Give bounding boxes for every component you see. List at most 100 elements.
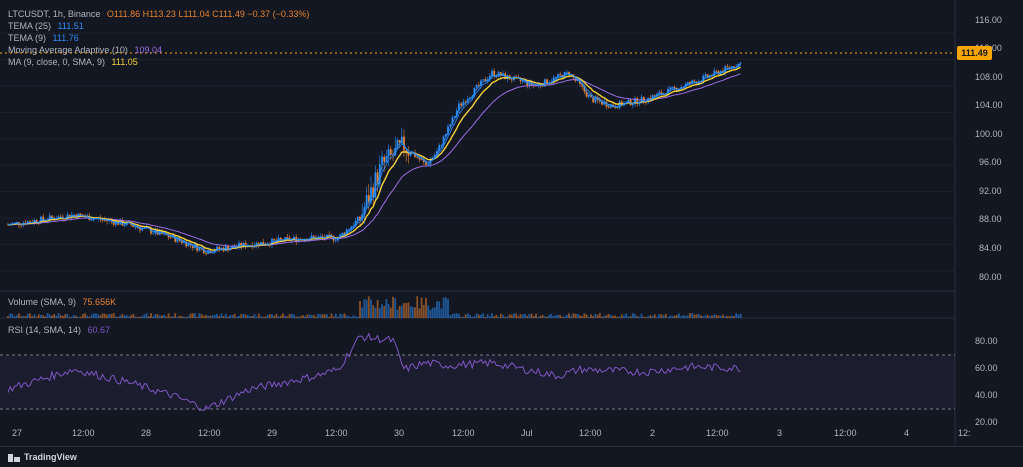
volume-bar [233, 313, 236, 318]
volume-bar [449, 315, 452, 318]
volume-bar [180, 316, 183, 318]
volume-bar [165, 316, 168, 318]
volume-bar [301, 315, 304, 318]
candle-body [528, 81, 531, 86]
time-tick: 30 [394, 428, 405, 438]
volume-bar [519, 314, 522, 318]
volume-bar [73, 315, 75, 318]
volume-bar [678, 313, 680, 318]
volume-bar [713, 314, 716, 318]
maa-line [7, 73, 741, 247]
volume-bar [642, 316, 645, 318]
volume-bar [691, 313, 694, 318]
candle-body [180, 240, 183, 244]
volume-bar [161, 315, 163, 318]
candle-body [585, 91, 588, 97]
candle-body [499, 72, 502, 76]
volume-bar [141, 316, 144, 318]
chart-canvas[interactable] [0, 0, 1023, 446]
volume-bar [46, 313, 49, 318]
candle-body [521, 81, 524, 82]
price-tick: 84.00 [979, 243, 1002, 253]
volume-bar [471, 316, 474, 318]
volume-bar [114, 316, 117, 318]
volume-bar [409, 306, 412, 318]
candle-body [609, 104, 612, 108]
volume-bar [9, 313, 12, 318]
candle-body [211, 252, 214, 254]
volume-bar [178, 315, 181, 318]
volume-bar [455, 313, 458, 318]
volume-bar [231, 315, 234, 318]
symbol-label[interactable]: LTCUSDT, 1h, Binance [8, 9, 101, 19]
volume-bar [548, 314, 551, 318]
volume-legend[interactable]: Volume (SMA, 9) 75.656K [8, 296, 120, 308]
candle-body [614, 106, 617, 108]
candle-body [603, 101, 606, 105]
volume-bar [405, 303, 408, 318]
price-tick: 92.00 [979, 186, 1002, 196]
tema25-label: TEMA (25) [8, 21, 52, 31]
candle-body [343, 232, 346, 235]
volume-bar [634, 314, 636, 318]
volume-bar [75, 315, 78, 318]
candle-body [563, 72, 566, 79]
volume-bar [103, 313, 106, 318]
candle-body [244, 242, 247, 248]
volume-bar [521, 314, 524, 318]
volume-bar [515, 313, 518, 318]
volume-bar [257, 313, 260, 318]
candle-body [592, 97, 595, 103]
volume-bar [108, 313, 111, 318]
candle-body [365, 195, 368, 208]
volume-bar [227, 316, 229, 318]
volume-bar [158, 315, 161, 318]
volume-bar [627, 316, 630, 318]
candle-body [418, 157, 421, 160]
candle-body [427, 164, 430, 166]
volume-bar [623, 315, 625, 318]
tema25-legend[interactable]: TEMA (25) 111.51 [8, 20, 88, 32]
tradingview-logo[interactable]: TradingView [8, 452, 77, 462]
volume-bar [304, 316, 306, 318]
time-tick: 3 [777, 428, 783, 438]
volume-bar [205, 314, 207, 318]
candle-body [183, 241, 185, 244]
tema9-line [7, 63, 741, 253]
volume-bar [189, 313, 192, 318]
volume-bar [255, 316, 258, 318]
volume-bar [29, 313, 31, 318]
volume-bar [561, 316, 564, 318]
volume-bar [315, 316, 317, 318]
rsi-legend[interactable]: RSI (14, SMA, 14) 60.67 [8, 324, 114, 336]
candle-body [356, 216, 359, 221]
volume-bar [675, 314, 678, 318]
volume-bar [653, 314, 656, 318]
volume-bar [400, 305, 403, 318]
candle-body [372, 187, 375, 198]
volume-bar [121, 314, 124, 318]
candle-body [726, 66, 729, 68]
volume-bar [392, 296, 394, 318]
volume-bar [724, 316, 727, 318]
tema9-legend[interactable]: TEMA (9) 111.76 [8, 32, 83, 44]
maa-legend[interactable]: Moving Average Adaptive (10) 109.04 [8, 44, 166, 56]
volume-bar [499, 313, 502, 318]
volume-bar [293, 314, 295, 318]
volume-bar [319, 314, 322, 318]
candle-body [389, 149, 392, 155]
volume-bar [541, 314, 544, 318]
candle-body [616, 107, 619, 109]
candle-body [286, 237, 289, 239]
candle-body [279, 237, 282, 240]
candle-body [123, 225, 126, 226]
volume-bar [40, 315, 42, 318]
volume-bar [264, 316, 267, 318]
candle-body [629, 99, 632, 106]
price-tick: 96.00 [979, 157, 1002, 167]
volume-bar [279, 315, 282, 318]
ma-legend[interactable]: MA (9, close, 0, SMA, 9) 111.05 [8, 56, 142, 68]
volume-bar [508, 314, 511, 318]
volume-bar [387, 304, 390, 318]
maa-label: Moving Average Adaptive (10) [8, 45, 128, 55]
